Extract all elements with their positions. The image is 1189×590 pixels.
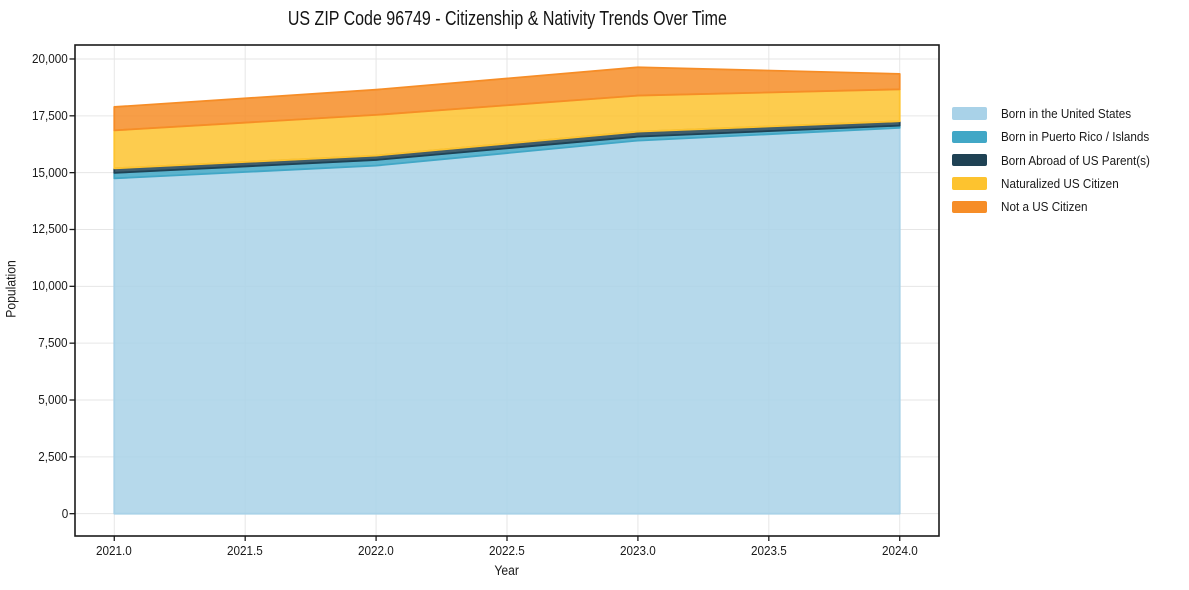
x-tick-label: 2023.5	[750, 543, 787, 558]
legend-swatch	[952, 200, 987, 214]
y-tick-label: 5,000	[38, 392, 68, 407]
area-band	[113, 66, 901, 132]
x-tick-label: 2022.5	[489, 543, 525, 558]
y-tick-label: 17,500	[32, 107, 68, 123]
x-tick-label: 2022.0	[358, 543, 394, 558]
legend-label: Born in Puerto Rico / Islands	[1001, 129, 1150, 145]
y-tick-label: 20,000	[32, 50, 68, 66]
legend-item: Naturalized US Citizen	[952, 172, 1166, 195]
y-tick-label: 7,500	[38, 335, 68, 351]
x-axis-label: Year	[494, 563, 520, 578]
legend-label: Born in the United States	[1001, 106, 1132, 122]
chart-title: US ZIP Code 96749 - Citizenship & Nativi…	[75, 8, 939, 30]
legend-label: Born Abroad of US Parent(s)	[1001, 152, 1150, 168]
legend-label: Naturalized US Citizen	[1001, 176, 1119, 192]
y-tick-label: 12,500	[32, 221, 68, 237]
legend-item: Born in the United States	[952, 102, 1166, 125]
legend-swatch	[952, 153, 987, 167]
x-tick-label: 2021.5	[227, 543, 264, 558]
y-tick-label: 15,000	[32, 164, 68, 180]
chart-title-text: US ZIP Code 96749 - Citizenship & Nativi…	[287, 8, 727, 30]
y-tick-label: 2,500	[38, 448, 68, 464]
legend: Born in the United States Born in Puerto…	[952, 102, 1166, 218]
legend-item: Born in Puerto Rico / Islands	[952, 125, 1166, 148]
area-band	[113, 126, 901, 515]
legend-swatch	[952, 130, 987, 144]
legend-item: Born Abroad of US Parent(s)	[952, 149, 1166, 172]
x-tick-label: 2024.0	[881, 543, 918, 558]
legend-item: Not a US Citizen	[952, 195, 1166, 218]
legend-swatch	[952, 107, 987, 120]
legend-label: Not a US Citizen	[1001, 199, 1088, 215]
legend-swatch	[952, 177, 987, 190]
y-tick-label: 10,000	[32, 278, 68, 294]
x-tick-label: 2023.0	[620, 543, 656, 558]
x-tick-label: 2021.0	[96, 543, 133, 558]
y-tick-label: 0	[61, 505, 68, 521]
